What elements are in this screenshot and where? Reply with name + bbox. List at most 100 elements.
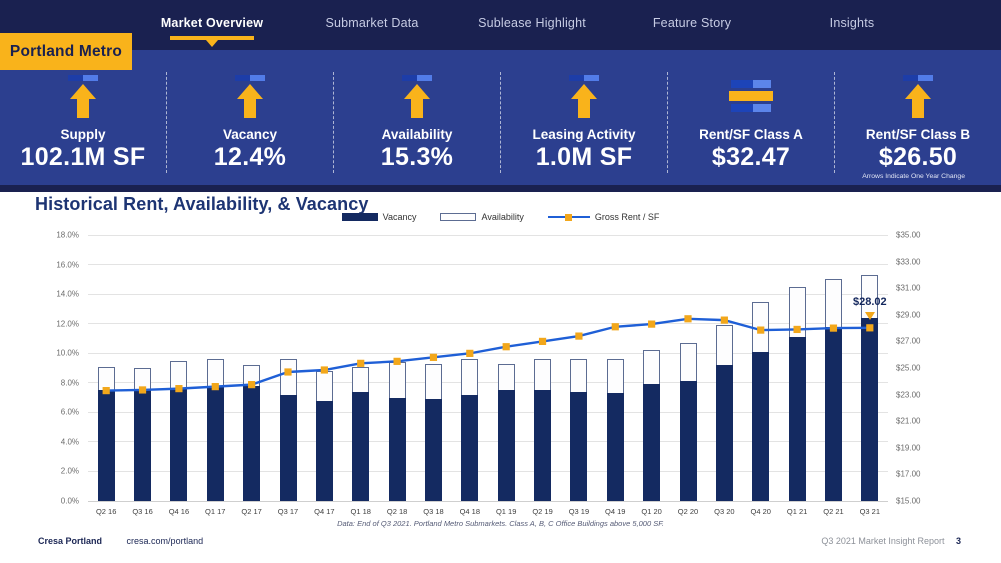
tab-insights[interactable]: Insights	[772, 0, 932, 50]
legend-item-availability: Availability	[440, 212, 524, 222]
trend-up-arrow-icon	[905, 83, 931, 118]
trend-dash-icon	[68, 74, 98, 81]
vacancy-bar	[497, 390, 515, 501]
trend-icon-zone	[729, 72, 773, 120]
vacancy-bar	[606, 393, 624, 501]
annotation-caret-icon	[864, 311, 875, 320]
vacancy-bar	[170, 388, 188, 501]
vacancy-bar	[388, 397, 406, 501]
x-axis-label: Q4 20	[750, 507, 771, 516]
stat-value: 15.3%	[380, 143, 454, 171]
tab-label: Submarket Data	[325, 16, 419, 30]
divider-strip	[0, 185, 1001, 192]
footer-url[interactable]: cresa.com/portland	[126, 536, 204, 546]
stat-rent-class-a: Rent/SF Class A $32.47	[667, 72, 834, 173]
y-axis-tick-right: $23.00	[896, 390, 921, 400]
trend-icon-zone	[569, 72, 599, 120]
trend-icon-zone	[402, 72, 432, 120]
legend-item-gross-rent: Gross Rent / SF	[547, 212, 660, 222]
vacancy-bar	[788, 336, 806, 501]
x-axis-label: Q1 17	[205, 507, 226, 516]
vacancy-bar	[461, 394, 479, 501]
y-axis-tick-left: 12.0%	[56, 319, 79, 329]
gross-rent-marker-icon	[611, 323, 619, 331]
stat-label: Rent/SF Class B	[865, 127, 971, 142]
y-axis-tick-right: $31.00	[896, 283, 921, 293]
stats-note: Arrows Indicate One Year Change	[862, 173, 965, 180]
tab-label: Insights	[829, 16, 875, 30]
legend-label: Gross Rent / SF	[594, 212, 660, 222]
x-axis-label: Q3 16	[132, 507, 153, 516]
stat-label: Leasing Activity	[532, 127, 636, 142]
region-tab-label: Portland Metro	[9, 42, 123, 60]
vacancy-swatch-icon	[341, 213, 378, 221]
x-axis-label: Q3 21	[859, 507, 881, 516]
footer-right: Q3 2021 Market Insight Report 3	[821, 536, 961, 546]
tab-feature-story[interactable]: Feature Story	[612, 0, 772, 50]
vacancy-bar	[352, 391, 370, 501]
gridline	[88, 441, 888, 443]
gross-rent-marker-icon	[575, 332, 583, 340]
legend-label: Availability	[481, 212, 524, 222]
active-tab-indicator	[170, 36, 254, 47]
gridline	[88, 470, 888, 472]
tab-sublease-highlight[interactable]: Sublease Highlight	[452, 0, 612, 50]
trend-up-arrow-icon	[404, 83, 430, 118]
vacancy-bar	[315, 400, 333, 501]
stat-rent-class-b: Rent/SF Class B $26.50	[834, 72, 1001, 173]
nav-row: Market Overview Submarket Data Sublease …	[132, 0, 932, 50]
vacancy-bar	[861, 317, 879, 501]
tab-market-overview[interactable]: Market Overview	[132, 0, 292, 50]
vacancy-bar	[715, 365, 733, 501]
y-axis-tick-right: $25.00	[896, 363, 921, 373]
trend-dash-icon	[903, 74, 933, 81]
y-axis-tick-right: $19.00	[896, 443, 921, 453]
x-axis-label: Q1 20	[641, 507, 662, 516]
chart-footnote: Data: End of Q3 2021. Portland Metro Sub…	[337, 519, 664, 528]
y-axis-tick-left: 8.0%	[60, 378, 79, 388]
x-axis-label: Q1 19	[495, 507, 517, 516]
x-axis-label: Q2 17	[241, 507, 262, 516]
stat-value: $32.47	[711, 143, 791, 171]
y-axis-tick-right: $17.00	[896, 469, 921, 479]
x-axis-label: Q4 16	[168, 507, 190, 516]
tab-submarket-data[interactable]: Submarket Data	[292, 0, 452, 50]
y-axis-tick-right: $33.00	[896, 257, 921, 267]
stats-band: Supply 102.1M SF Vacancy 12.4% Availabil…	[0, 50, 1001, 185]
x-axis-label: Q4 18	[459, 507, 481, 516]
gridline	[88, 234, 888, 236]
x-axis-label: Q4 17	[314, 507, 335, 516]
tab-label: Sublease Highlight	[478, 16, 586, 30]
vacancy-bar	[752, 351, 770, 501]
gross-rent-marker-icon	[429, 353, 438, 361]
stat-value: 1.0M SF	[535, 143, 633, 171]
legend-label: Vacancy	[382, 212, 417, 222]
stat-label: Availability	[381, 127, 453, 142]
vacancy-bar	[824, 326, 842, 501]
chart-plot-area: 0.0% 2.0% 4.0% 6.0% 8.0% 10.0% 12.0% 14.0% 16.0%…	[56, 231, 920, 517]
trend-up-arrow-icon	[70, 83, 96, 118]
line-value-annotation: $28.02	[852, 295, 887, 308]
vacancy-bar	[534, 390, 552, 501]
vacancy-bar	[570, 391, 588, 501]
top-nav-bar: Market Overview Submarket Data Sublease …	[0, 0, 1001, 50]
vacancy-bar	[206, 387, 224, 501]
y-axis-tick-right: $27.00	[896, 336, 921, 346]
trend-no-change-icon	[729, 80, 773, 112]
y-axis-tick-left: 16.0%	[56, 260, 79, 270]
x-axis-label: Q3 17	[277, 507, 299, 516]
availability-swatch-icon	[440, 213, 477, 221]
tab-label: Feature Story	[652, 16, 732, 30]
stat-availability: Availability 15.3%	[333, 72, 500, 173]
trend-up-arrow-icon	[237, 83, 263, 118]
trend-up-arrow-icon	[571, 83, 597, 118]
vacancy-bar	[97, 390, 115, 501]
gross-rent-marker-icon	[502, 343, 510, 351]
stat-vacancy: Vacancy 12.4%	[166, 72, 333, 173]
trend-icon-zone	[903, 72, 933, 120]
stat-value: 12.4%	[213, 143, 287, 171]
x-axis-label: Q2 16	[95, 507, 117, 516]
footer-report-title: Q3 2021 Market Insight Report	[821, 536, 945, 546]
vacancy-bar	[424, 399, 442, 501]
x-axis-label: Q2 18	[386, 507, 408, 516]
